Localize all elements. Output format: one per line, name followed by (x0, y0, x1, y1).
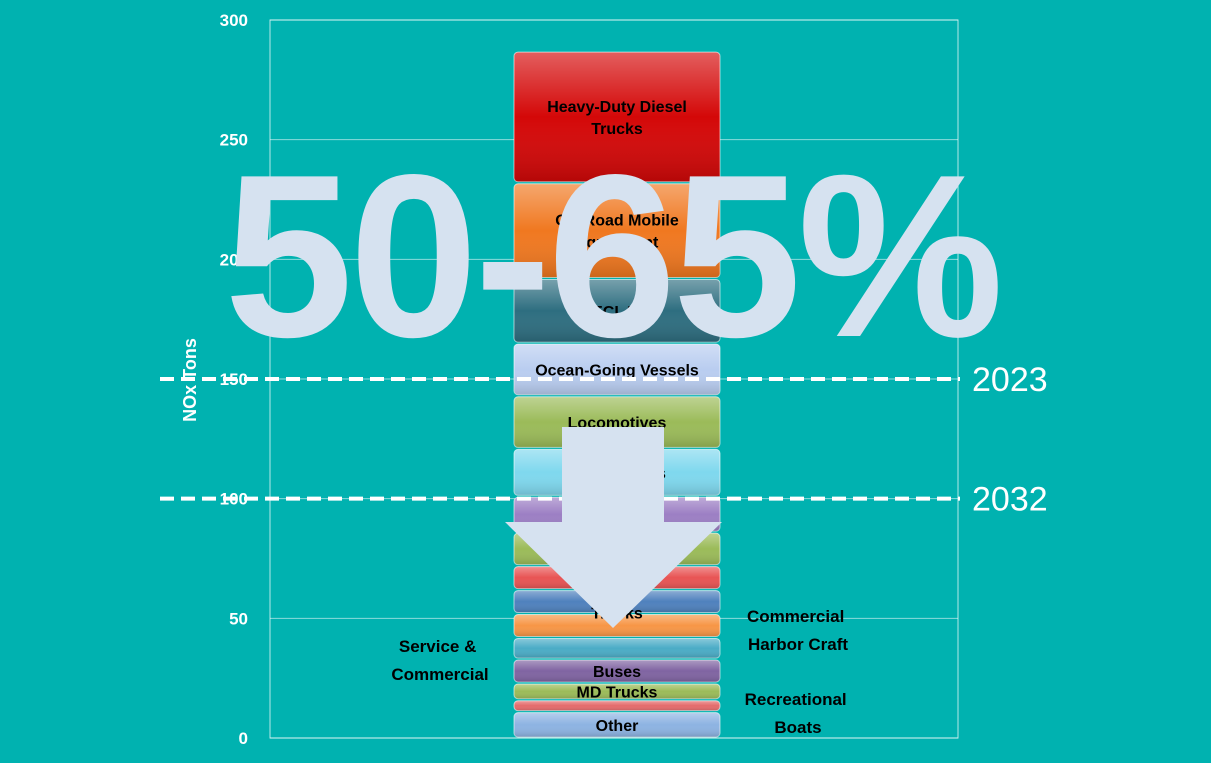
side-label-recreational-boats: Recreational Boats (745, 690, 852, 737)
side-label-service-commercial: Service & Commercial (391, 637, 488, 684)
bar-segment-shade-14 (514, 183, 720, 278)
y-tick-label-0: 0 (239, 729, 248, 748)
y-tick-label-50: 50 (229, 609, 248, 628)
reduction-percentage-overlay: 50-65% (224, 127, 1000, 386)
bar-segment-shade-5 (514, 614, 720, 637)
bar-segment-shade-13 (514, 279, 720, 343)
y-tick-label-300: 300 (220, 11, 248, 30)
segment-label-ocean-going-vessels: Ocean-Going Vessels (535, 362, 699, 379)
segment-label-md-trucks: MD Trucks (577, 684, 658, 701)
y-axis-ticks: 050100150200250300 (220, 11, 248, 748)
segment-label-reclaim: RECLAIM (581, 304, 654, 321)
bar-segment-shade-15 (514, 52, 720, 182)
bar-segment-shade-3 (514, 660, 720, 682)
bar-segment-shade-1 (514, 700, 720, 711)
target-year-label-2023: 2023 (972, 361, 1048, 399)
segment-label-off-road-mobile-equipment: Off-Road Mobile Equipment (555, 213, 679, 252)
segment-label-heavy-duty-diesel-trucks: Heavy-Duty Diesel Trucks (547, 99, 687, 138)
down-arrow-icon (505, 427, 722, 628)
side-label-commercial-harbor-craft: Commercial Harbor Craft (747, 607, 849, 654)
y-tick-label-250: 250 (220, 131, 248, 150)
bar-segment-shade-12 (514, 344, 720, 395)
target-lines: 2023 2032 (160, 361, 1048, 519)
y-tick-label-200: 200 (220, 250, 248, 269)
segment-label-other: Other (596, 718, 639, 735)
bar-segment-shade-0 (514, 712, 720, 737)
segment-label-buses: Buses (593, 664, 641, 681)
bar-segment-shade-2 (514, 683, 720, 699)
target-year-label-2032: 2032 (972, 481, 1048, 519)
bar-segment-shade-4 (514, 638, 720, 659)
